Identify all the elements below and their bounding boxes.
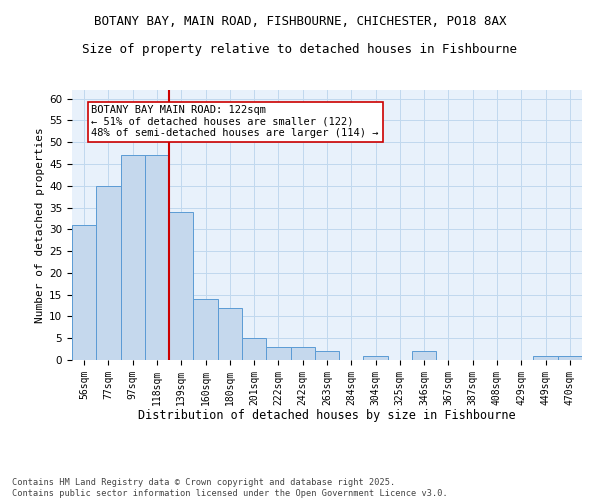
Bar — [364, 356, 388, 360]
Bar — [145, 156, 169, 360]
Bar — [533, 356, 558, 360]
Text: BOTANY BAY MAIN ROAD: 122sqm
← 51% of detached houses are smaller (122)
48% of s: BOTANY BAY MAIN ROAD: 122sqm ← 51% of de… — [91, 105, 379, 138]
Bar — [558, 356, 582, 360]
Text: Size of property relative to detached houses in Fishbourne: Size of property relative to detached ho… — [83, 42, 517, 56]
Bar — [266, 347, 290, 360]
Bar — [193, 299, 218, 360]
Bar — [121, 156, 145, 360]
Text: Contains HM Land Registry data © Crown copyright and database right 2025.
Contai: Contains HM Land Registry data © Crown c… — [12, 478, 448, 498]
Bar — [72, 225, 96, 360]
Bar — [412, 352, 436, 360]
Bar — [290, 347, 315, 360]
Bar — [96, 186, 121, 360]
X-axis label: Distribution of detached houses by size in Fishbourne: Distribution of detached houses by size … — [138, 409, 516, 422]
Bar — [169, 212, 193, 360]
Y-axis label: Number of detached properties: Number of detached properties — [35, 127, 45, 323]
Bar — [218, 308, 242, 360]
Text: BOTANY BAY, MAIN ROAD, FISHBOURNE, CHICHESTER, PO18 8AX: BOTANY BAY, MAIN ROAD, FISHBOURNE, CHICH… — [94, 15, 506, 28]
Bar — [242, 338, 266, 360]
Bar — [315, 352, 339, 360]
